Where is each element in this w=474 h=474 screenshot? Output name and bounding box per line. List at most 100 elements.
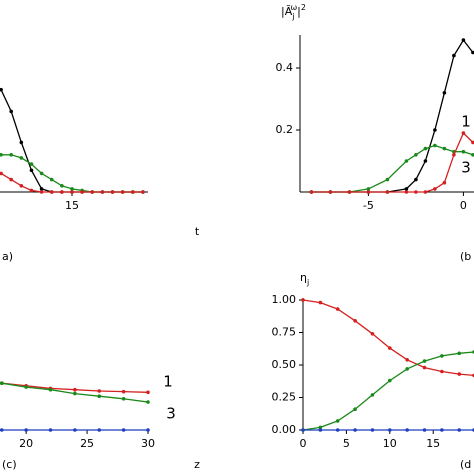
point (353, 428, 357, 432)
point (440, 369, 444, 374)
point (301, 428, 305, 432)
point (433, 143, 437, 148)
curve-label: 1 (461, 113, 471, 131)
point (457, 428, 462, 432)
point (73, 387, 77, 392)
point (471, 140, 474, 145)
series-line (311, 131, 474, 193)
y-axis-label: ηj (300, 271, 309, 287)
point (49, 177, 54, 182)
point (404, 159, 409, 163)
y-label-text: η (300, 271, 307, 284)
point (0, 428, 4, 432)
y-label-close: | (297, 5, 301, 18)
point (328, 190, 333, 194)
x-tick-label: 20 (19, 437, 33, 450)
point (146, 390, 150, 395)
point (70, 187, 74, 191)
point (366, 187, 371, 191)
point (335, 307, 340, 311)
curve-label: 3 (166, 405, 176, 423)
point (29, 188, 34, 193)
x-tick-label: 10 (383, 437, 397, 450)
point (385, 190, 390, 194)
point (49, 190, 54, 194)
point (370, 332, 375, 336)
point (388, 346, 392, 350)
point (110, 190, 115, 194)
point (422, 365, 427, 370)
y-tick-label: 1.00 (272, 293, 297, 306)
point (388, 428, 392, 432)
point (385, 177, 390, 182)
point (335, 428, 340, 432)
point (433, 187, 437, 191)
point (9, 153, 13, 157)
y-label-text: |Ã (281, 5, 293, 18)
series-line (302, 299, 474, 377)
x-tick-label: 5 (343, 437, 350, 450)
point (19, 156, 24, 160)
point (366, 190, 371, 194)
panel: 15 (0, 87, 148, 212)
point (120, 190, 125, 194)
y-tick-label: 0.4 (276, 61, 294, 74)
point (318, 425, 323, 430)
panel-label: a) (2, 250, 13, 263)
point (457, 351, 462, 356)
y-tick-label: 0.75 (272, 326, 297, 339)
point (423, 190, 428, 194)
x-tick-label: 0 (460, 199, 467, 212)
point (404, 190, 409, 194)
point (461, 131, 466, 135)
y-tick-label: 0.25 (272, 391, 297, 404)
point (404, 187, 409, 191)
x-tick-label: 30 (141, 437, 155, 450)
y-label-sup: ω (290, 3, 297, 12)
point (422, 428, 427, 432)
point (309, 190, 314, 194)
point (461, 149, 466, 154)
point (146, 428, 150, 432)
point (9, 109, 13, 114)
series-line (0, 382, 149, 403)
point (405, 367, 409, 371)
series-line (0, 89, 143, 193)
point (80, 190, 84, 194)
point (19, 140, 24, 145)
point (452, 153, 456, 157)
point (48, 387, 53, 392)
point (97, 389, 102, 393)
point (97, 394, 102, 399)
x-axis-label: z (194, 458, 200, 471)
point (29, 168, 34, 173)
point (461, 38, 466, 42)
point (457, 372, 462, 376)
point (423, 146, 428, 151)
point (452, 53, 456, 58)
point (73, 391, 77, 396)
point (388, 378, 392, 383)
panel-label: (b (460, 250, 471, 263)
point (0, 87, 3, 92)
y-axis-label: |Ãjω|2 (281, 3, 306, 21)
panel: -5 0 0.2 0.4 (276, 35, 474, 212)
point (0, 153, 3, 157)
point (318, 300, 323, 305)
point (97, 428, 102, 432)
point (347, 190, 352, 194)
x-tick-label: 15 (65, 199, 79, 212)
point (29, 162, 34, 166)
point (353, 319, 357, 323)
panel: 0 5 10 15 0.00 0.25 0.50 0.75 1.00 (272, 293, 474, 450)
point (370, 393, 375, 397)
point (318, 428, 323, 432)
y-tick-label: 0.00 (272, 423, 297, 436)
point (414, 177, 418, 182)
point (301, 298, 305, 302)
point (39, 171, 44, 176)
x-axis-label: t (195, 225, 200, 238)
y-label-power: 2 (301, 3, 306, 12)
point (414, 190, 418, 194)
